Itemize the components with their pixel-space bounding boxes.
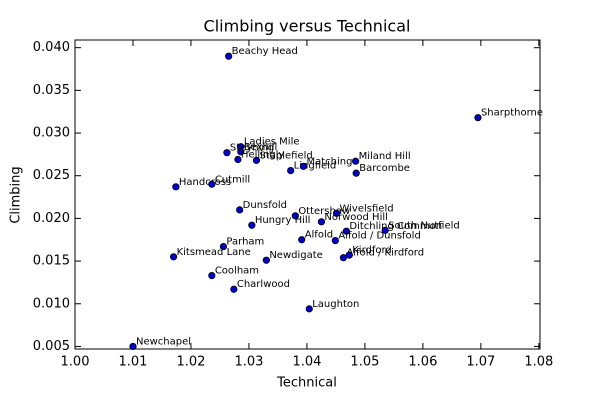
point [219,242,228,251]
point [262,256,270,264]
point-label: Miland Hill [359,151,411,162]
point-label: Parham [226,237,264,248]
point-label: Lingfield [294,161,337,172]
point-label: Handcross [179,177,231,188]
point [299,162,308,170]
y-tick-label: 0.030 [33,126,70,141]
point-label: Ottershaw [298,206,350,217]
point-label: Kirdford [352,245,392,256]
point-label: Beachy Head [232,46,298,57]
point-label: Steyning [230,143,274,154]
plot-frame [74,39,541,350]
point [234,155,242,164]
y-tick-label: 0.035 [33,83,70,98]
point [252,156,261,164]
point [230,285,238,293]
point [352,169,360,177]
point-label: Hungry Hill [255,215,311,226]
point-label: Laughton [312,299,359,310]
point-label: Barcombe [359,163,410,174]
point [339,254,348,262]
point-label: Coolham [215,266,259,277]
point [237,148,245,156]
point [208,271,216,280]
point-label: Hellingly [241,150,284,161]
point-label: Matching [306,156,352,167]
x-axis-label: Technical [276,376,337,391]
x-tick-label: 1.03 [234,355,263,370]
point [305,305,313,313]
y-tick-label: 0.005 [33,339,70,354]
point-label: Kitsmead Lane [177,247,251,258]
point [331,236,339,245]
point [342,227,350,235]
point [291,212,299,220]
point [332,209,341,217]
point-label: Alfold / Kirdford [346,248,424,259]
y-tick-label: 0.010 [33,296,70,311]
x-tick-label: 1.02 [176,355,205,370]
point-label: Bexhill [244,142,277,153]
point [223,149,231,157]
point-label: Charlwood [237,279,290,290]
y-tick-label: 0.015 [33,254,70,269]
point [381,226,389,234]
point-label: Sharpthorne [481,108,543,119]
point-label: Alfold / Dunsfold [338,231,420,242]
point [474,114,482,122]
point-label: Alfold [305,230,333,241]
x-tick-label: 1.08 [524,355,553,370]
chart-title: Climbing versus Technical [204,17,411,36]
x-tick-label: 1.01 [119,355,148,370]
point [352,157,360,165]
y-tick-label: 0.040 [33,40,70,55]
point-label: Cutmill [215,174,250,185]
point [248,221,256,229]
y-tick-label: 0.025 [33,168,70,183]
point [298,236,306,244]
x-tick-label: 1.00 [61,355,90,370]
x-tick-label: 1.07 [466,355,495,370]
point-label: Wivelsfield [339,203,393,214]
point [345,251,353,259]
point [208,180,216,188]
y-tick-label: 0.020 [33,211,70,226]
point-label: South Nutfield [388,220,460,231]
x-tick-label: 1.04 [292,355,321,370]
y-axis-label: Climbing [9,166,24,223]
point [169,253,178,261]
point-label: Newdigate [269,250,323,261]
point [129,342,137,351]
point [317,218,326,226]
x-tick-label: 1.06 [408,355,437,370]
point [236,206,244,214]
point-label: Newchapel [136,336,191,347]
point [287,166,295,175]
point-label: Dunsfold [243,200,287,211]
x-tick-label: 1.05 [350,355,379,370]
point [225,52,233,60]
point-label: Ditchling Common [349,221,442,232]
point-label: Norwood Hill [324,212,388,223]
point [172,183,180,191]
point-label: Ladies Mile [244,137,300,148]
point-label: Staplefield [259,150,312,161]
